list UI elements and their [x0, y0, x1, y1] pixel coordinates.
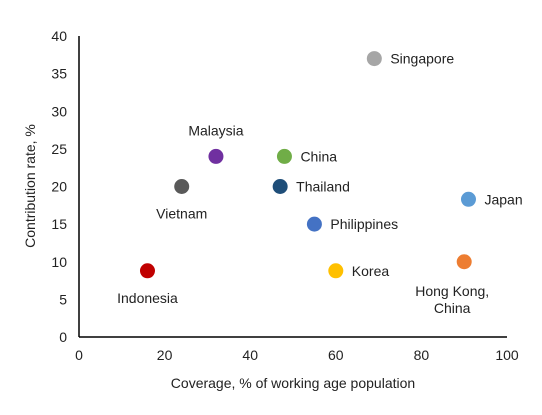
x-axis: 0 20 40 60 80 100 — [75, 336, 519, 363]
y-tick-labels: 0 5 10 15 20 25 30 35 40 — [51, 28, 67, 345]
x-tick-label: 100 — [495, 347, 519, 363]
y-tick-label: 25 — [51, 141, 67, 157]
x-tick-label: 60 — [328, 347, 344, 363]
data-points — [139, 51, 476, 279]
y-tick-label: 20 — [51, 179, 67, 195]
data-point-label: China — [300, 148, 337, 164]
data-point-label: Korea — [352, 263, 390, 279]
data-point — [276, 148, 292, 164]
y-tick-label: 40 — [51, 28, 67, 44]
data-point-label: Indonesia — [117, 290, 178, 306]
data-point — [306, 216, 322, 232]
x-axis-label: Coverage, % of working age population — [171, 375, 415, 391]
y-axis-label: Contribution rate, % — [22, 124, 38, 248]
x-tick-label: 80 — [414, 347, 430, 363]
data-point-label: Singapore — [390, 51, 454, 67]
data-point — [174, 179, 190, 194]
data-point-label: Philippines — [330, 216, 398, 232]
y-tick-label: 15 — [51, 216, 67, 232]
data-point — [456, 254, 472, 270]
x-tick-labels: 0 20 40 60 80 100 — [75, 347, 519, 363]
x-tick-label: 0 — [75, 347, 83, 363]
x-tick-label: 20 — [157, 347, 173, 363]
data-point — [366, 51, 382, 67]
y-tick-label: 5 — [59, 291, 67, 307]
data-point-label: Hong Kong, China — [415, 283, 489, 316]
y-tick-label: 0 — [59, 329, 67, 345]
y-tick-label: 10 — [51, 254, 67, 270]
data-point — [328, 263, 344, 279]
y-axis: 0 5 10 15 20 25 30 35 40 — [51, 28, 80, 345]
point-labels: Singapore Malaysia China Vietnam Thailand Jap… — [117, 51, 523, 316]
data-point-label: Thailand — [296, 179, 350, 195]
data-point-label: Malaysia — [188, 122, 243, 138]
y-tick-label: 35 — [51, 66, 67, 82]
x-tick-label: 40 — [242, 347, 258, 363]
data-point-label: Japan — [484, 191, 522, 207]
data-point — [139, 263, 155, 279]
y-tick-label: 30 — [51, 103, 67, 119]
data-point — [460, 191, 476, 207]
data-point — [208, 148, 224, 164]
data-point-label: Vietnam — [156, 206, 207, 222]
data-point — [272, 179, 288, 194]
